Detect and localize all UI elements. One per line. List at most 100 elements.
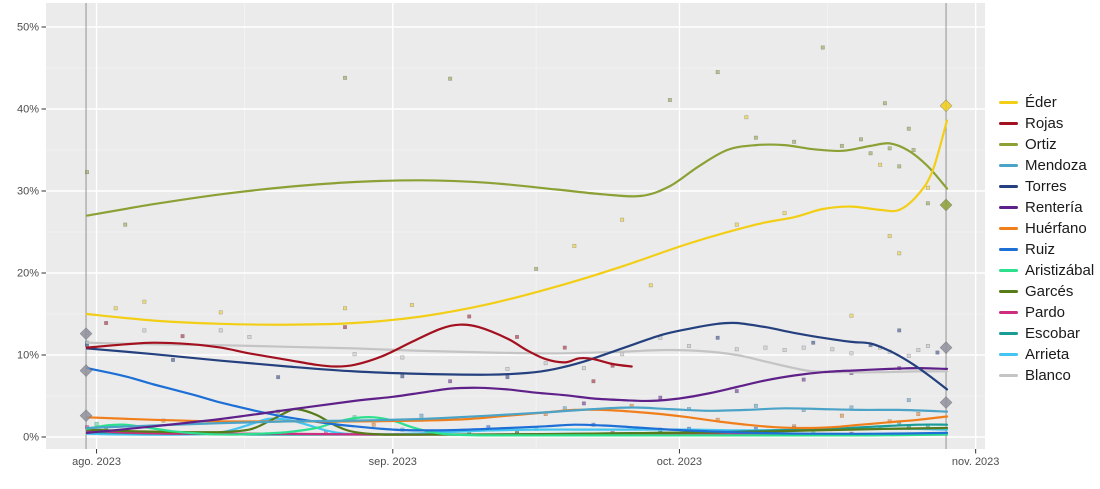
- legend-swatch-aristizabal: [999, 268, 1018, 273]
- legend-item-renteria: Rentería: [999, 197, 1099, 218]
- legend-item-torres: Torres: [999, 176, 1099, 197]
- poll-point-eder: [734, 222, 739, 227]
- legend-swatch-eder: [999, 100, 1018, 105]
- legend-swatch-torres: [999, 184, 1018, 189]
- y-tick-label: 20%: [17, 268, 39, 280]
- poll-point-eder: [572, 243, 577, 248]
- legend-item-blanco: Blanco: [999, 365, 1099, 386]
- legend-item-aristizabal: Aristizábal: [999, 260, 1099, 281]
- legend-swatch-huerfano: [999, 226, 1018, 231]
- poll-point-ortiz: [925, 201, 930, 206]
- legend-item-ortiz: Ortiz: [999, 134, 1099, 155]
- poll-point-huerfano: [839, 413, 844, 418]
- poll-point-ortiz: [85, 170, 89, 175]
- legend-swatch-pardo: [999, 310, 1018, 315]
- x-tick-label: nov. 2023: [952, 456, 1000, 468]
- legend-item-eder: Éder: [999, 92, 1099, 113]
- poll-point-renteria: [448, 379, 453, 384]
- legend-label-mendoza: Mendoza: [1025, 157, 1087, 174]
- poll-point-torres: [811, 340, 816, 345]
- poll-point-blanco: [400, 355, 405, 360]
- poll-point-renteria: [581, 401, 586, 406]
- legend-swatch-arrieta: [999, 352, 1018, 357]
- poll-point-ortiz: [792, 139, 797, 144]
- poll-point-mendoza: [906, 398, 911, 403]
- poll-point-blanco: [620, 352, 625, 357]
- legend-item-garces: Garcés: [999, 281, 1099, 302]
- poll-point-eder: [887, 234, 892, 239]
- poll-point-ortiz: [897, 164, 902, 169]
- poll-point-ortiz: [868, 151, 873, 156]
- poll-point-huerfano: [371, 422, 376, 427]
- legend-swatch-blanco: [999, 373, 1018, 378]
- poll-point-ortiz: [343, 75, 347, 80]
- legend-label-huerfano: Huérfano: [1025, 220, 1087, 237]
- poll-point-rojas: [343, 325, 347, 330]
- result-marker-gray-start-3: [79, 409, 93, 423]
- poll-point-rojas: [591, 379, 596, 384]
- legend-swatch-renteria: [999, 205, 1018, 210]
- poll-point-ortiz: [911, 148, 916, 152]
- trend-line-ruiz: [85, 367, 949, 435]
- legend-label-pardo: Pardo: [1025, 304, 1066, 321]
- poll-point-ortiz: [448, 76, 453, 81]
- legend: Éder Rojas Ortiz Mendoza Torres Rentería…: [999, 92, 1099, 386]
- trend-line-eder: [85, 119, 949, 326]
- poll-point-blanco: [830, 347, 835, 352]
- poll-point-blanco: [687, 344, 691, 348]
- poll-point-ortiz: [123, 222, 128, 227]
- poll-point-ortiz: [667, 98, 672, 102]
- poll-point-eder: [648, 283, 653, 288]
- poll-point-eder: [218, 310, 223, 315]
- trend-line-ortiz: [85, 142, 949, 217]
- x-tick-label: sep. 2023: [369, 456, 417, 468]
- y-tick-label: 30%: [17, 186, 39, 198]
- poll-point-blanco: [734, 347, 739, 352]
- poll-point-eder: [782, 211, 787, 216]
- legend-item-ruiz: Ruiz: [999, 239, 1099, 260]
- poll-point-ortiz: [882, 101, 887, 106]
- poll-point-aristizabal: [94, 421, 99, 426]
- legend-swatch-rojas: [999, 121, 1018, 126]
- poll-point-renteria: [734, 389, 739, 394]
- y-tick-label: 0%: [23, 432, 39, 444]
- legend-swatch-ruiz: [999, 247, 1018, 252]
- poll-point-torres: [171, 357, 175, 362]
- legend-label-torres: Torres: [1025, 178, 1067, 195]
- legend-item-escobar: Escobar: [999, 323, 1099, 344]
- poll-point-eder: [142, 299, 147, 304]
- legend-label-eder: Éder: [1025, 94, 1057, 111]
- legend-item-rojas: Rojas: [999, 113, 1099, 134]
- poll-point-blanco: [782, 348, 787, 353]
- poll-point-blanco: [543, 361, 548, 366]
- legend-label-renteria: Rentería: [1025, 199, 1083, 216]
- poll-point-blanco: [916, 348, 921, 353]
- legend-label-ruiz: Ruiz: [1025, 241, 1056, 258]
- poll-point-blanco: [218, 328, 223, 333]
- legend-label-blanco: Blanco: [1025, 367, 1071, 384]
- legend-swatch-escobar: [999, 331, 1018, 336]
- legend-item-arrieta: Arrieta: [999, 344, 1099, 365]
- legend-swatch-garces: [999, 289, 1018, 294]
- trend-line-rojas: [85, 323, 633, 368]
- poll-point-blanco: [581, 366, 586, 371]
- poll-point-ortiz: [820, 45, 825, 50]
- legend-swatch-mendoza: [999, 163, 1018, 168]
- poll-point-mendoza: [753, 403, 758, 408]
- poll-point-rojas: [562, 345, 567, 350]
- poll-point-eder: [113, 306, 118, 311]
- y-tick-label: 10%: [17, 350, 39, 362]
- y-tick-label: 40%: [17, 104, 39, 116]
- legend-label-rojas: Rojas: [1025, 115, 1064, 132]
- poll-point-eder: [620, 217, 625, 222]
- poll-point-ortiz: [839, 143, 844, 148]
- poll-point-rojas: [104, 321, 109, 325]
- legend-item-pardo: Pardo: [999, 302, 1099, 323]
- poll-point-eder: [897, 251, 902, 256]
- poll-point-huerfano: [916, 412, 921, 416]
- poll-point-torres: [276, 375, 281, 380]
- result-marker-gray-result-2: [939, 396, 953, 409]
- poll-point-rojas: [515, 335, 519, 339]
- legend-label-arrieta: Arrieta: [1025, 346, 1070, 363]
